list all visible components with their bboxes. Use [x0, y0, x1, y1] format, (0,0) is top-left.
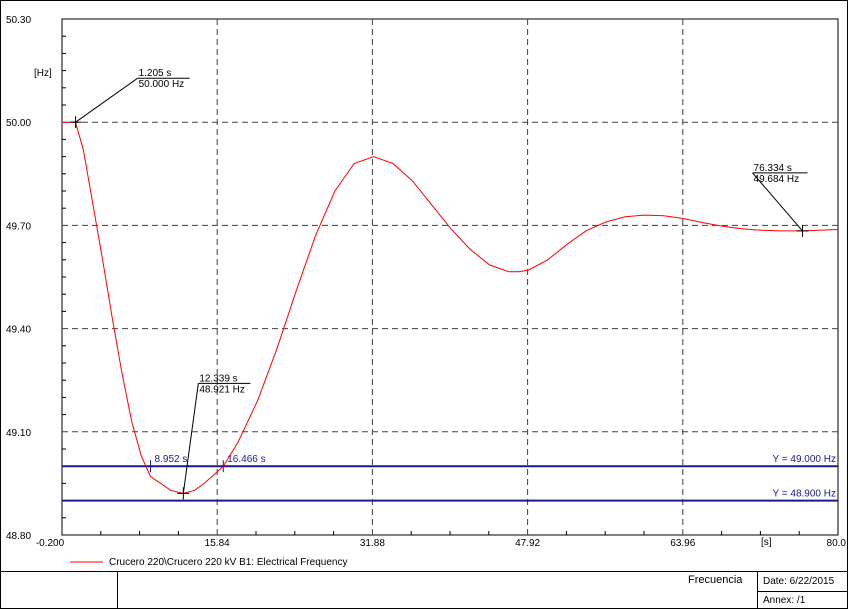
footer-annex: Annex: /1	[763, 595, 806, 606]
threshold-label: Y = 48.900 Hz	[773, 489, 836, 500]
x-tick-label: 31.88	[360, 538, 385, 549]
annotation-value: 50.000 Hz	[139, 79, 185, 90]
y-tick-label: 48.80	[6, 531, 31, 542]
x-tick-label: 63.96	[670, 538, 695, 549]
y-axis-label: [Hz]	[34, 68, 52, 79]
footer-title: Frecuencia	[688, 574, 743, 586]
plot-area: -0.200 15.84 31.88 47.92 63.96 80.0 48.80 49.10…	[6, 15, 846, 549]
footer-block: Frecuencia Date: 6/22/2015 Annex: /1	[117, 572, 848, 609]
annotation-time: 12.339 s	[199, 373, 237, 384]
threshold-label: Y = 49.000 Hz	[773, 454, 836, 465]
y-tick-label: 50.00	[6, 118, 31, 129]
x-axis-label: [s]	[761, 537, 772, 548]
crossing-label: 8.952 s	[155, 454, 188, 465]
annotation-value: 49.684 Hz	[754, 174, 800, 185]
annotation-time: 1.205 s	[139, 68, 172, 79]
x-tick-label: -0.200	[36, 538, 65, 549]
annotations: 1.205 s50.000 Hz 12.339 s48.921 Hz 76.334 …	[69, 68, 809, 500]
tick-labels: -0.200 15.84 31.88 47.92 63.96 80.0 48.80 49.10…	[6, 15, 846, 549]
annotation-leader	[752, 172, 803, 232]
frequency-series-line	[62, 121, 839, 494]
x-tick-label: 80.0	[827, 538, 847, 549]
y-tick-label: 50.30	[6, 15, 31, 26]
annotation-leader	[75, 77, 138, 123]
x-tick-label: 15.84	[205, 538, 230, 549]
y-tick-label: 49.10	[6, 428, 31, 439]
y-tick-label: 49.40	[6, 325, 31, 336]
crossing-label: 16.466 s	[227, 454, 265, 465]
annotation-time: 76.334 s	[754, 163, 792, 174]
annotation-value: 48.921 Hz	[199, 384, 245, 395]
threshold-lines: Y = 49.000 Hz Y = 48.900 Hz	[62, 454, 838, 502]
footer-date: Date: 6/22/2015	[763, 576, 835, 587]
x-tick-label: 47.92	[515, 538, 540, 549]
y-tick-label: 49.70	[6, 221, 31, 232]
grid-lines	[62, 19, 838, 535]
legend-label: Crucero 220\Crucero 220 kV B1: Electrica…	[109, 557, 347, 568]
annotation-leader	[182, 383, 199, 494]
plot-border	[61, 18, 839, 536]
